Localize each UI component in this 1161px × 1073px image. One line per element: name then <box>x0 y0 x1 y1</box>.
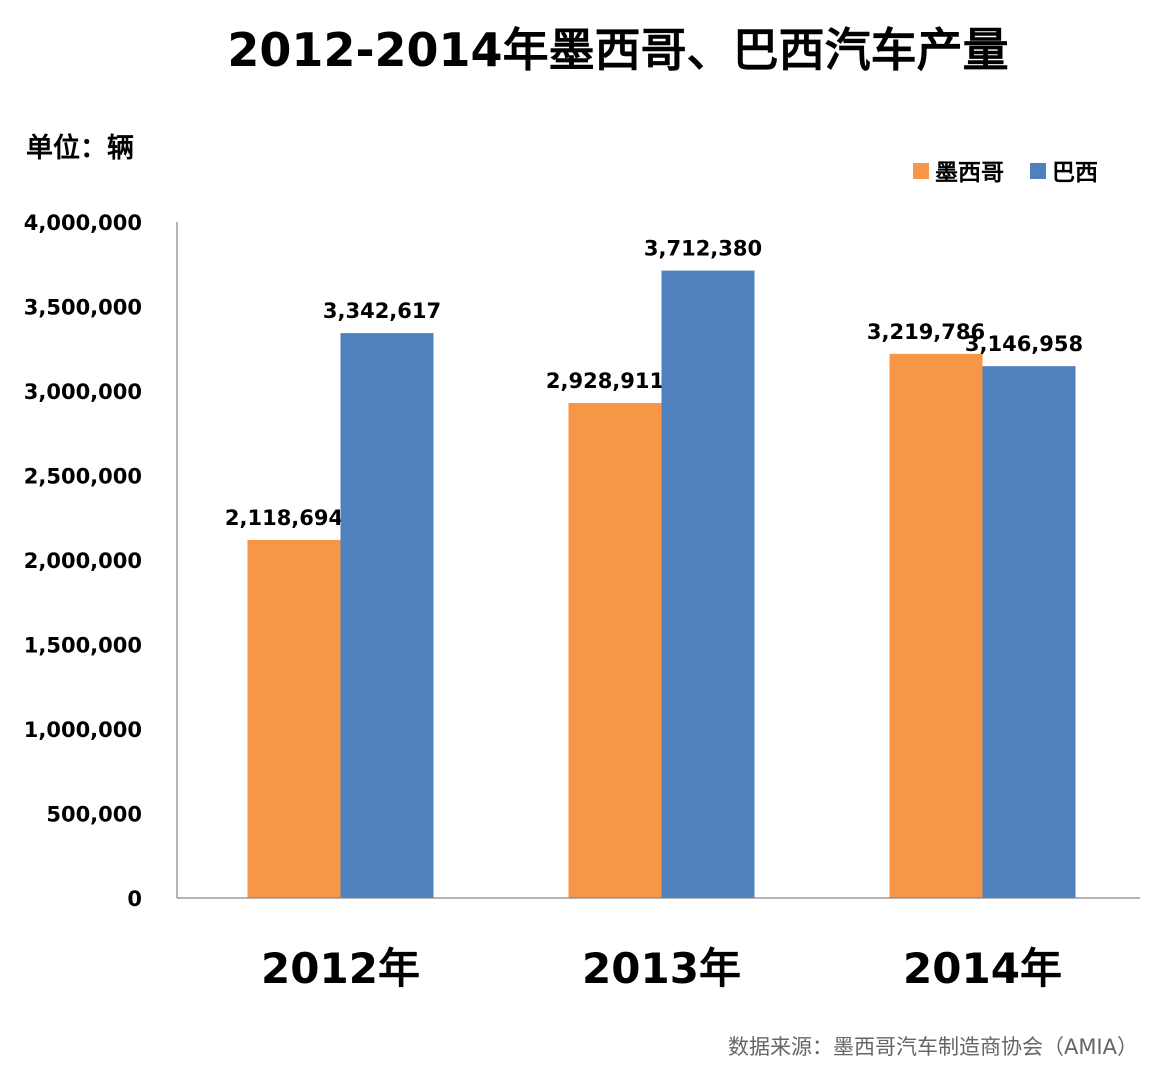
legend: 墨西哥 巴西 <box>913 160 1098 186</box>
y-tick-label: 500,000 <box>46 803 142 827</box>
y-axis: 0 500,000 1,000,000 1,500,000 2,000,000 2,500… <box>24 211 178 911</box>
data-label: 2,928,911 <box>546 369 664 393</box>
legend-swatch <box>1030 163 1046 179</box>
x-axis: 2012年 2013年 2014年 <box>177 897 1140 993</box>
data-label: 3,712,380 <box>644 237 762 261</box>
plot-area: 2,118,694 3,342,617 2,928,911 3,712,380 3,21… <box>225 237 1083 899</box>
bar-brazil-1 <box>661 270 755 898</box>
x-category-label: 2013年 <box>582 944 741 993</box>
bar-brazil-2 <box>982 366 1076 899</box>
source-note: 数据来源：墨西哥汽车制造商协会（AMIA） <box>728 1035 1138 1059</box>
bar-mexico-0 <box>247 539 341 898</box>
y-tick-label: 1,000,000 <box>24 718 142 742</box>
x-category-label: 2014年 <box>903 944 1062 993</box>
y-tick-label: 0 <box>127 887 142 911</box>
unit-label: 单位：辆 <box>26 132 134 164</box>
data-label: 3,219,786 <box>867 320 985 344</box>
bar-brazil-0 <box>340 333 434 898</box>
data-label: 2,118,694 <box>225 506 343 530</box>
y-tick-label: 2,500,000 <box>24 465 142 489</box>
chart-title: 2012-2014年墨西哥、巴西汽车产量 <box>227 23 1008 77</box>
y-tick-label: 3,000,000 <box>24 380 142 404</box>
y-tick-label: 4,000,000 <box>24 211 142 235</box>
y-tick-label: 1,500,000 <box>24 634 142 658</box>
x-category-label: 2012年 <box>261 944 420 993</box>
legend-label: 巴西 <box>1052 160 1098 186</box>
data-label: 3,146,958 <box>965 332 1083 356</box>
y-tick-label: 2,000,000 <box>24 549 142 573</box>
bar-mexico-1 <box>568 403 662 898</box>
legend-label: 墨西哥 <box>935 160 1004 186</box>
bar-mexico-2 <box>889 353 983 898</box>
legend-swatch <box>913 163 929 179</box>
y-tick-label: 3,500,000 <box>24 296 142 320</box>
data-label: 3,342,617 <box>323 299 441 323</box>
